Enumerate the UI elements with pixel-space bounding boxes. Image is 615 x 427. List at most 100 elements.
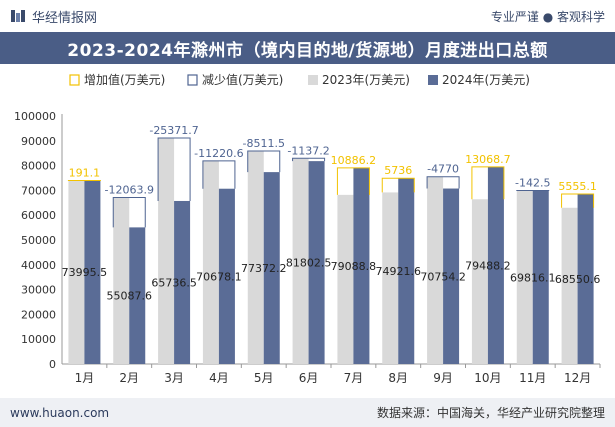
bar-2024 bbox=[263, 172, 280, 364]
x-tick-label: 7月 bbox=[344, 371, 364, 385]
x-tick-label: 12月 bbox=[564, 371, 591, 385]
value-label: 70678.1 bbox=[196, 270, 242, 283]
value-label: 55087.6 bbox=[107, 290, 153, 303]
change-bracket bbox=[157, 137, 191, 201]
y-tick-label: 20000 bbox=[21, 308, 56, 321]
x-tick-label: 10月 bbox=[474, 371, 501, 385]
change-bracket bbox=[292, 157, 326, 162]
x-tick-label: 4月 bbox=[209, 371, 229, 385]
bar-2024 bbox=[398, 178, 415, 364]
value-label: 70754.2 bbox=[420, 270, 466, 283]
x-tick-label: 3月 bbox=[164, 371, 184, 385]
y-tick-label: 60000 bbox=[21, 209, 56, 222]
data-source: 数据来源：中国海关，华经产业研究院整理 bbox=[376, 406, 605, 420]
change-label: 10886.2 bbox=[331, 154, 377, 167]
huajing-logo-icon bbox=[11, 10, 25, 22]
brand: 华经情报网 bbox=[10, 7, 97, 26]
change-bracket bbox=[112, 196, 146, 228]
change-label: -1137.2 bbox=[287, 144, 329, 157]
bar-2023 bbox=[337, 194, 354, 364]
legend-label: 减少值(万美元) bbox=[202, 72, 283, 87]
chart-area: 增加值(万美元) 减少值(万美元) 2023年(万美元) 2024年(万美元) 0 100… bbox=[0, 64, 615, 398]
change-label: -11220.6 bbox=[194, 147, 243, 160]
title-bar: 2023-2024年滁州市（境内目的地/货源地）月度进出口总额 bbox=[0, 32, 615, 64]
bar-2023 bbox=[158, 138, 175, 364]
bar-2024 bbox=[577, 193, 594, 364]
y-tick-label: 80000 bbox=[21, 160, 56, 173]
x-tick-label: 5月 bbox=[254, 371, 274, 385]
y-tick-label: 100000 bbox=[14, 110, 56, 123]
change-label: 5736 bbox=[384, 164, 412, 177]
change-label: -142.5 bbox=[515, 177, 550, 190]
value-label: 69816.1 bbox=[510, 271, 556, 284]
bar-2024 bbox=[532, 190, 549, 364]
bar-chart: 增加值(万美元) 减少值(万美元) 2023年(万美元) 2024年(万美元) 0 100… bbox=[14, 72, 601, 385]
footer-url[interactable]: www.huaon.com bbox=[10, 405, 110, 420]
x-tick-label: 8月 bbox=[388, 371, 408, 385]
bar-2024 bbox=[353, 167, 370, 364]
change-label: 13068.7 bbox=[465, 153, 511, 166]
x-tick-label: 9月 bbox=[433, 371, 453, 385]
change-bracket bbox=[426, 176, 460, 189]
value-label: 73995.5 bbox=[62, 266, 108, 279]
change-label: -25371.7 bbox=[149, 124, 198, 137]
value-label: 77372.2 bbox=[241, 262, 287, 275]
brand-name: 华经情报网 bbox=[32, 10, 98, 26]
bar-2024 bbox=[487, 166, 504, 364]
legend-swatch bbox=[428, 75, 438, 85]
change-label: -4770 bbox=[427, 163, 459, 176]
change-bracket bbox=[202, 160, 236, 189]
bar-2023 bbox=[382, 192, 399, 364]
bar-2023 bbox=[427, 176, 444, 364]
change-bracket bbox=[561, 193, 595, 208]
value-label: 79088.8 bbox=[331, 260, 377, 273]
legend-label: 增加值(万美元) bbox=[84, 72, 165, 87]
x-tick-label: 6月 bbox=[299, 371, 319, 385]
chart-title: 2023-2024年滁州市（境内目的地/货源地）月度进出口总额 bbox=[67, 40, 548, 61]
x-tick-label: 2月 bbox=[119, 371, 139, 385]
bar-2023 bbox=[516, 190, 533, 364]
bar-2023 bbox=[113, 197, 130, 364]
legend-label: 2024年(万美元) bbox=[442, 73, 530, 87]
bar-2023 bbox=[202, 160, 219, 364]
y-tick-label: 30000 bbox=[21, 284, 56, 297]
value-label: 68550.6 bbox=[555, 273, 601, 286]
change-label: -8511.5 bbox=[243, 137, 285, 150]
y-tick-label: 90000 bbox=[21, 135, 56, 148]
bar-2023 bbox=[561, 207, 578, 364]
bar-2023 bbox=[68, 180, 85, 364]
bar-2023 bbox=[292, 158, 309, 364]
value-label: 65736.5 bbox=[151, 276, 197, 289]
bar-2023 bbox=[247, 151, 264, 364]
change-label: -12063.9 bbox=[105, 183, 154, 196]
bar-2024 bbox=[218, 188, 235, 364]
top-bar: 华经情报网 专业严谨 ● 客观科学 bbox=[0, 0, 615, 32]
change-bracket bbox=[471, 166, 505, 200]
x-tick-label: 11月 bbox=[519, 371, 546, 385]
y-tick-label: 0 bbox=[49, 358, 56, 371]
value-label: 79488.2 bbox=[465, 259, 511, 272]
change-bracket bbox=[247, 150, 281, 173]
change-bracket bbox=[336, 167, 370, 195]
change-label: 191.1 bbox=[69, 166, 101, 179]
footer: www.huaon.com 数据来源：中国海关，华经产业研究院整理 bbox=[0, 398, 615, 427]
value-label: 81802.5 bbox=[286, 257, 332, 270]
tagline: 专业严谨 ● 客观科学 bbox=[490, 9, 605, 24]
legend-swatch bbox=[69, 74, 80, 86]
bar-2024 bbox=[443, 188, 460, 364]
change-bracket bbox=[381, 177, 415, 193]
value-label: 74921.6 bbox=[376, 265, 422, 278]
legend-swatch bbox=[187, 74, 198, 86]
legend-swatch bbox=[308, 75, 318, 85]
y-tick-label: 50000 bbox=[21, 234, 56, 247]
bar-2024 bbox=[84, 180, 101, 364]
bar-2024 bbox=[308, 161, 325, 364]
y-tick-label: 40000 bbox=[21, 259, 56, 272]
bar-2023 bbox=[471, 199, 488, 364]
x-tick-label: 1月 bbox=[75, 371, 95, 385]
y-tick-label: 70000 bbox=[21, 184, 56, 197]
bar-2024 bbox=[129, 227, 146, 364]
change-label: 5555.1 bbox=[558, 180, 597, 193]
legend-label: 2023年(万美元) bbox=[322, 73, 410, 87]
